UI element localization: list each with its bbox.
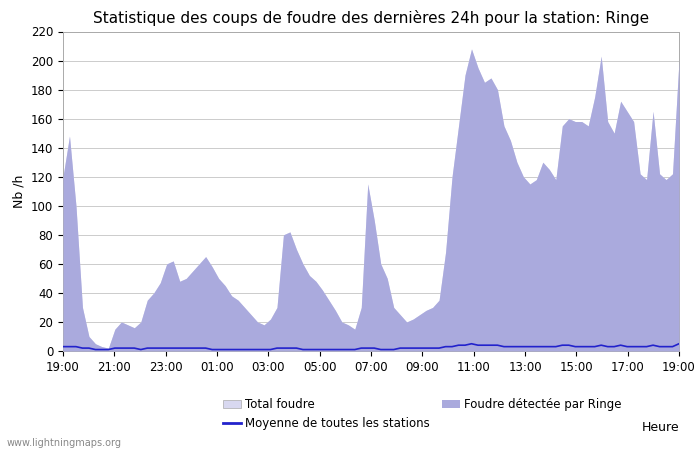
Text: Heure: Heure [641,421,679,434]
Text: www.lightningmaps.org: www.lightningmaps.org [7,438,122,448]
Legend: Total foudre, Moyenne de toutes les stations, Foudre détectée par Ringe: Total foudre, Moyenne de toutes les stat… [223,398,622,430]
Y-axis label: Nb /h: Nb /h [13,175,25,208]
Title: Statistique des coups de foudre des dernières 24h pour la station: Ringe: Statistique des coups de foudre des dern… [93,10,649,26]
